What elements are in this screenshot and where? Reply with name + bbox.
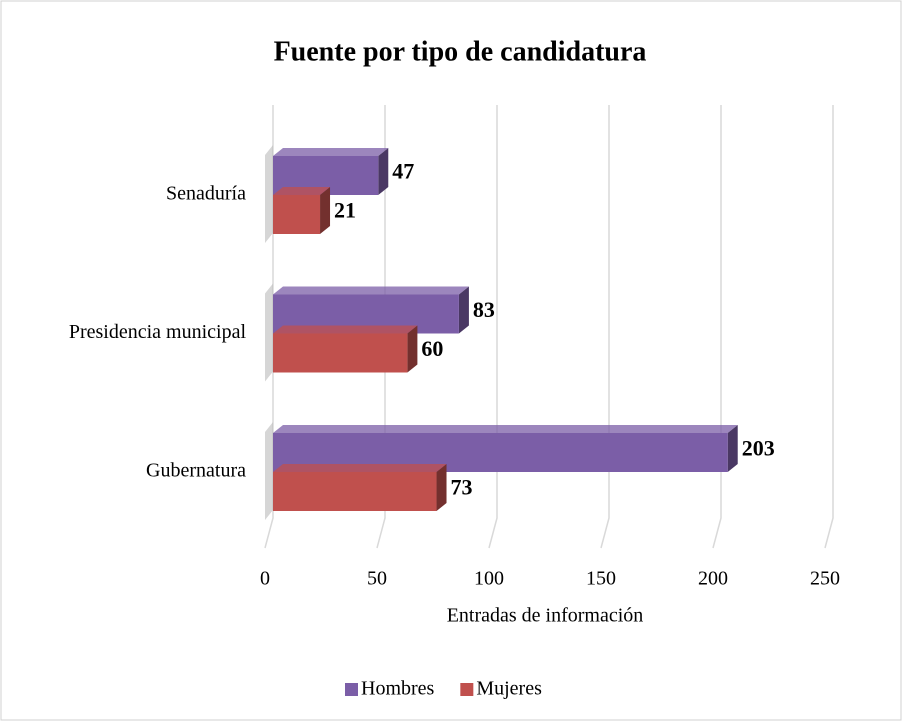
legend-label: Hombres xyxy=(361,678,435,700)
legend-swatch xyxy=(345,683,358,696)
bar-side xyxy=(727,425,738,472)
grid-line xyxy=(600,105,610,549)
y-tick-label: Senaduría xyxy=(166,183,246,205)
x-tick-label: 200 xyxy=(698,568,728,590)
legend-swatch xyxy=(460,683,474,696)
bar-front xyxy=(273,195,321,234)
chart-title: Fuente por tipo de candidatura xyxy=(274,36,647,67)
bar-front xyxy=(273,333,408,373)
y-tick-label: Gubernatura xyxy=(146,460,246,482)
bar-top xyxy=(273,464,447,472)
legend-label: Mujeres xyxy=(476,678,542,700)
y-tick-label: Presidencia municipal xyxy=(69,321,247,343)
x-tick-label: 150 xyxy=(586,568,616,590)
bar-side xyxy=(320,187,331,234)
bar-top xyxy=(273,286,469,295)
bar-side xyxy=(407,325,418,373)
data-label: 47 xyxy=(392,159,414,184)
data-label: 21 xyxy=(334,198,356,223)
wall-shadow xyxy=(265,283,273,382)
x-tick-label: 50 xyxy=(367,568,387,590)
bar-top xyxy=(273,187,331,195)
bar-side xyxy=(458,286,469,334)
grid-line xyxy=(376,105,386,549)
data-label: 203 xyxy=(742,436,775,461)
wall-shadow xyxy=(265,145,273,243)
data-label: 83 xyxy=(473,297,495,322)
x-tick-label: 100 xyxy=(474,568,504,590)
bar-top xyxy=(273,425,738,433)
bar xyxy=(273,187,331,234)
bar-front xyxy=(273,472,437,511)
x-axis-label: Entradas de información xyxy=(447,605,644,627)
bar xyxy=(273,325,418,373)
data-label: 60 xyxy=(421,336,443,361)
x-tick-label: 250 xyxy=(810,568,840,590)
bar xyxy=(273,464,447,511)
grid-line xyxy=(488,105,498,549)
bar-top xyxy=(273,148,389,156)
bar-top xyxy=(273,325,418,334)
wall-shadow xyxy=(265,422,273,520)
data-label: 73 xyxy=(451,475,473,500)
grid-line xyxy=(712,105,722,549)
x-tick-label: 0 xyxy=(260,568,270,590)
grid-line xyxy=(824,105,834,549)
bar-side xyxy=(436,464,447,511)
bar-side xyxy=(378,148,389,195)
grid-line xyxy=(264,105,274,549)
